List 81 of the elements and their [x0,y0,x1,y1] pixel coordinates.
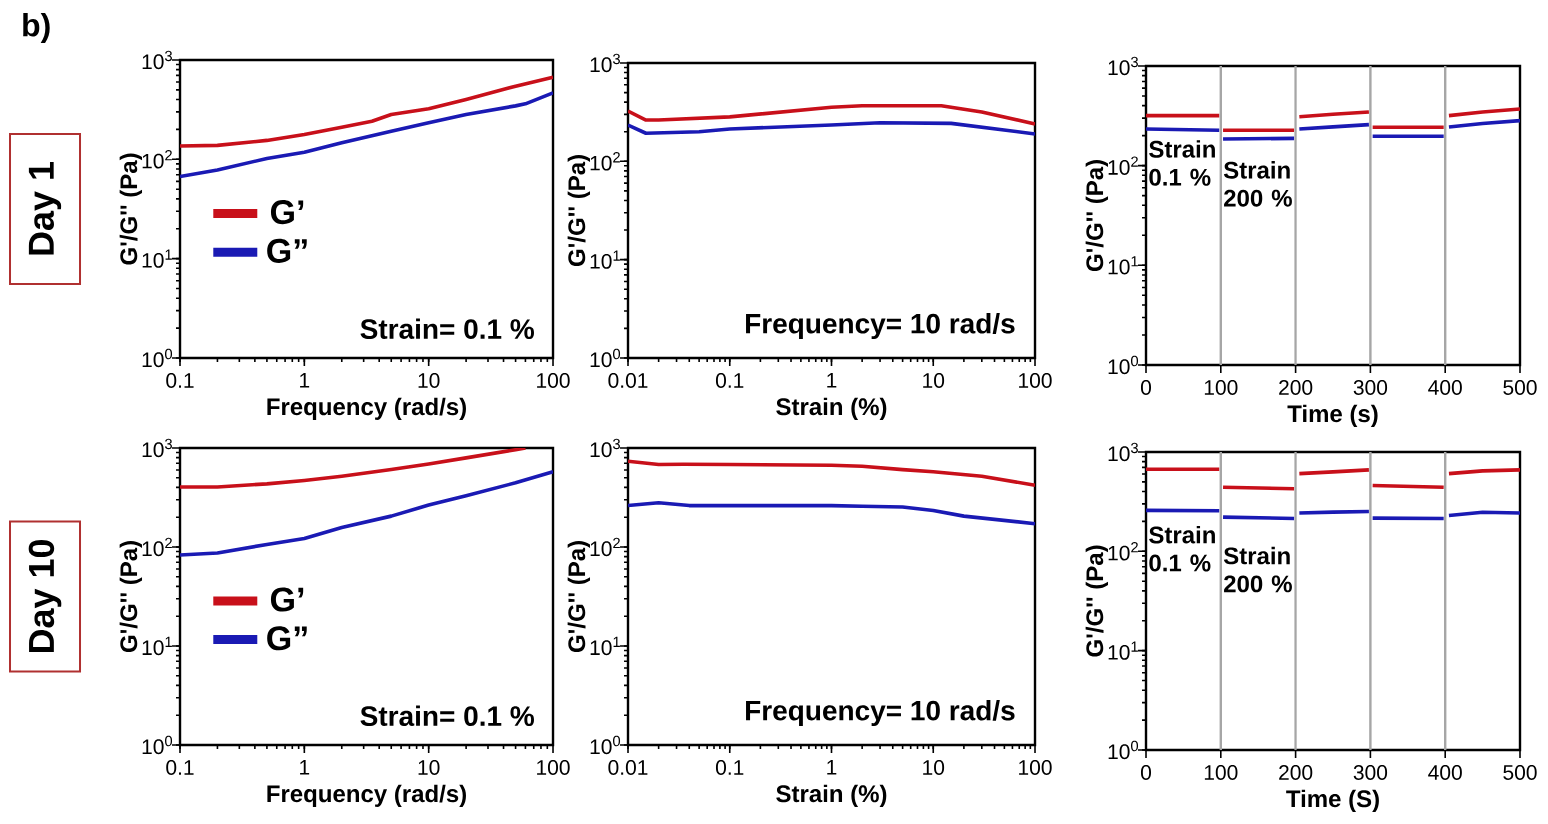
y-axis-title: G'/G'' (Pa) [119,153,143,265]
y-tick-label: 10$^{2}$ [1108,156,1138,175]
annotation: Strain 0.1 % [1149,140,1215,186]
y-tick-label: 10$^{1}$ [1108,256,1138,275]
annotation: Strain 200 % [1223,546,1292,593]
y-tick-label: 10$^{2}$ [590,537,620,557]
x-tick-label: 0 [1140,380,1152,395]
annotation: Frequency= 10 rad/s [746,313,1015,340]
y-axis-title: G'/G'' (Pa) [567,541,591,653]
x-tick-label: 0.1 [715,373,744,388]
y-tick-label: 10$^{3}$ [1108,442,1138,462]
x-tick-label: 100 [1204,765,1238,780]
y-tick-label: 10$^{3}$ [1108,56,1138,76]
annotation: Strain= 0.1 % [360,705,534,727]
y-axis-title: G'/G'' (Pa) [1085,160,1109,272]
legend-label: G” [267,626,307,651]
y-tick-label: 10$^{0}$ [1108,740,1139,760]
y-axis-title: G'/G'' (Pa) [1085,545,1109,657]
x-axis-title: Frequency (rad/s) [267,397,466,421]
annotation: Frequency= 10 rad/s [746,699,1015,727]
x-tick-label: 0 [1140,765,1152,780]
x-tick-label: 300 [1353,380,1388,395]
legend-label: G’ [270,587,304,612]
x-tick-label: 1 [300,373,310,388]
y-tick-label: 10$^{2}$ [590,152,620,171]
x-tick-label: 0.01 [608,760,648,775]
y-tick-label: 10$^{0}$ [590,735,621,755]
y-tick-label: 10$^{1}$ [590,636,620,656]
y-tick-label: 10$^{2}$ [1108,542,1138,561]
x-tick-label: 100 [537,373,570,388]
y-tick-label: 10$^{1}$ [142,249,172,268]
x-tick-label: 200 [1279,765,1313,780]
x-axis-title: Strain (%) [776,784,887,808]
y-tick-label: 10$^{3}$ [590,53,620,73]
legend-label: G” [267,238,307,263]
x-tick-label: 0.1 [715,760,744,775]
x-tick-label: 10 [418,373,440,388]
y-tick-label: 10$^{3}$ [142,50,172,70]
y-tick-label: 10$^{3}$ [142,438,172,458]
y-tick-label: 10$^{1}$ [142,636,172,656]
x-tick-label: 0.01 [608,373,648,388]
x-tick-label: 500 [1503,765,1537,780]
y-axis-title: G'/G'' (Pa) [567,155,591,267]
y-tick-label: 10$^{2}$ [142,150,172,169]
annotation: Strain= 0.1 % [360,318,534,340]
y-tick-label: 10$^{1}$ [1108,641,1138,660]
annotation: Strain 0.1 % [1149,525,1215,572]
y-tick-label: 10$^{0}$ [1108,355,1139,375]
x-tick-label: 1 [827,373,837,388]
x-axis-title: Time (s) [1287,404,1378,428]
y-tick-label: 10$^{0}$ [142,348,173,368]
x-axis-title: Strain (%) [776,397,887,421]
x-axis-title: Time (S) [1286,789,1379,813]
annotation: Strain 200 % [1223,161,1292,207]
x-tick-label: 300 [1353,765,1388,780]
x-tick-label: 100 [1204,380,1238,395]
x-tick-label: 500 [1503,380,1537,395]
x-tick-label: 400 [1428,765,1462,780]
x-tick-label: 100 [1019,760,1052,775]
chart-title: b) [23,13,50,43]
x-axis-title: Frequency (rad/s) [267,784,466,808]
y-axis-title: G'/G'' (Pa) [119,541,143,653]
text: Day 10 [28,539,62,653]
y-tick-label: 10$^{0}$ [142,735,173,755]
x-tick-label: 100 [537,760,570,775]
x-tick-label: 10 [923,760,945,775]
x-tick-label: 400 [1428,380,1462,395]
x-tick-label: 1 [300,760,310,775]
x-tick-label: 100 [1019,373,1052,388]
y-tick-label: 10$^{1}$ [590,250,620,269]
x-tick-label: 200 [1279,380,1313,395]
legend-label: G’ [270,200,304,225]
text: Day 1 [28,161,62,255]
x-tick-label: 0.1 [166,373,194,388]
y-tick-label: 10$^{3}$ [590,438,620,458]
y-tick-label: 10$^{2}$ [142,537,172,557]
x-tick-label: 10 [418,760,440,775]
x-tick-label: 10 [923,373,945,388]
x-tick-label: 1 [827,760,837,775]
y-tick-label: 10$^{0}$ [590,348,621,368]
x-tick-label: 0.1 [166,760,194,775]
